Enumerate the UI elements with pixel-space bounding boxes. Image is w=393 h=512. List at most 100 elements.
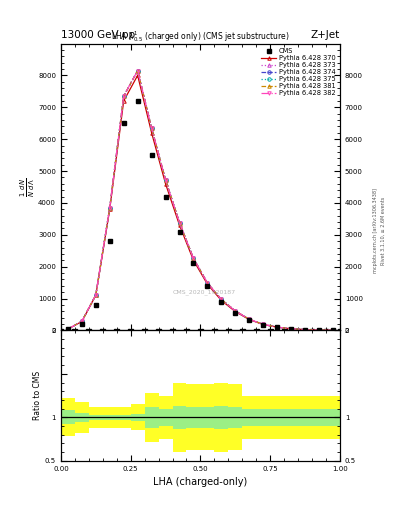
Pythia 6.428 374 (331, 327, 335, 333)
X-axis label: LHA (charged-only): LHA (charged-only) (153, 477, 248, 487)
Pythia 6.428 373 (135, 68, 140, 74)
Line: Pythia 6.428 382: Pythia 6.428 382 (66, 69, 335, 332)
Pythia 6.428 373 (289, 326, 294, 332)
Pythia 6.428 375 (205, 280, 210, 286)
Pythia 6.428 382 (149, 125, 154, 131)
Pythia 6.428 381 (331, 327, 335, 333)
Pythia 6.428 375 (94, 292, 98, 298)
Pythia 6.428 374 (219, 296, 224, 303)
Pythia 6.428 374 (163, 177, 168, 183)
Pythia 6.428 375 (135, 68, 140, 74)
Pythia 6.428 381 (66, 326, 70, 332)
Pythia 6.428 373 (149, 125, 154, 131)
Line: Pythia 6.428 381: Pythia 6.428 381 (66, 69, 335, 332)
Pythia 6.428 382 (121, 93, 126, 99)
Legend: CMS, Pythia 6.428 370, Pythia 6.428 373, Pythia 6.428 374, Pythia 6.428 375, Pyt: CMS, Pythia 6.428 370, Pythia 6.428 373,… (260, 47, 337, 97)
Pythia 6.428 382 (247, 316, 252, 323)
Pythia 6.428 375 (121, 93, 126, 99)
Pythia 6.428 370 (121, 98, 126, 104)
Text: Z+Jet: Z+Jet (311, 30, 340, 40)
Pythia 6.428 375 (66, 326, 70, 332)
Pythia 6.428 382 (79, 318, 84, 325)
Pythia 6.428 381 (163, 177, 168, 183)
Pythia 6.428 373 (163, 177, 168, 183)
Pythia 6.428 375 (219, 296, 224, 303)
Line: Pythia 6.428 370: Pythia 6.428 370 (66, 74, 335, 332)
Pythia 6.428 370 (163, 181, 168, 187)
Pythia 6.428 375 (275, 324, 279, 330)
Pythia 6.428 381 (303, 327, 307, 333)
Pythia 6.428 374 (94, 292, 98, 298)
Pythia 6.428 374 (66, 326, 70, 332)
Pythia 6.428 374 (317, 327, 321, 333)
Pythia 6.428 382 (107, 205, 112, 211)
Pythia 6.428 373 (303, 327, 307, 333)
Pythia 6.428 382 (219, 296, 224, 303)
Pythia 6.428 381 (94, 292, 98, 298)
Pythia 6.428 370 (289, 326, 294, 332)
Pythia 6.428 370 (331, 327, 335, 333)
Text: 13000 GeV pp: 13000 GeV pp (61, 30, 135, 40)
Pythia 6.428 382 (317, 327, 321, 333)
Pythia 6.428 375 (247, 316, 252, 323)
Y-axis label: Ratio to CMS: Ratio to CMS (33, 371, 42, 420)
Pythia 6.428 373 (177, 220, 182, 226)
Pythia 6.428 370 (94, 292, 98, 298)
Pythia 6.428 373 (317, 327, 321, 333)
Y-axis label: $\frac{1}{N}\,\frac{dN}{d\Lambda}$: $\frac{1}{N}\,\frac{dN}{d\Lambda}$ (18, 177, 37, 197)
Text: mcplots.cern.ch [arXiv:1306.3438]: mcplots.cern.ch [arXiv:1306.3438] (373, 188, 378, 273)
Pythia 6.428 381 (233, 308, 238, 314)
Pythia 6.428 373 (121, 93, 126, 99)
Pythia 6.428 375 (317, 327, 321, 333)
Pythia 6.428 382 (261, 321, 266, 327)
Pythia 6.428 375 (163, 177, 168, 183)
Pythia 6.428 382 (66, 326, 70, 332)
Pythia 6.428 370 (205, 281, 210, 287)
Pythia 6.428 382 (331, 327, 335, 333)
Pythia 6.428 381 (219, 296, 224, 303)
Pythia 6.428 381 (205, 280, 210, 286)
Pythia 6.428 381 (317, 327, 321, 333)
Pythia 6.428 375 (107, 205, 112, 211)
Pythia 6.428 373 (107, 205, 112, 211)
Text: CMS_2020_1920187: CMS_2020_1920187 (173, 289, 236, 295)
Pythia 6.428 370 (135, 72, 140, 78)
Pythia 6.428 374 (79, 318, 84, 325)
Pythia 6.428 373 (219, 296, 224, 303)
Pythia 6.428 381 (289, 326, 294, 332)
Pythia 6.428 374 (191, 255, 196, 262)
Pythia 6.428 382 (233, 308, 238, 314)
Pythia 6.428 375 (331, 327, 335, 333)
Pythia 6.428 370 (219, 297, 224, 304)
Pythia 6.428 382 (163, 177, 168, 183)
Pythia 6.428 382 (275, 324, 279, 330)
Pythia 6.428 370 (275, 324, 279, 330)
Text: Rivet 3.1.10, ≥ 2.6M events: Rivet 3.1.10, ≥ 2.6M events (381, 196, 386, 265)
Pythia 6.428 370 (303, 327, 307, 333)
Pythia 6.428 375 (149, 125, 154, 131)
Pythia 6.428 374 (275, 324, 279, 330)
Pythia 6.428 375 (177, 220, 182, 226)
Pythia 6.428 370 (191, 257, 196, 263)
Pythia 6.428 374 (135, 68, 140, 74)
Pythia 6.428 381 (107, 205, 112, 211)
Line: Pythia 6.428 373: Pythia 6.428 373 (66, 69, 335, 332)
Pythia 6.428 374 (107, 205, 112, 211)
Pythia 6.428 382 (303, 327, 307, 333)
Pythia 6.428 370 (317, 327, 321, 333)
Pythia 6.428 370 (261, 322, 266, 328)
Pythia 6.428 373 (205, 280, 210, 286)
Pythia 6.428 373 (261, 321, 266, 327)
Pythia 6.428 370 (247, 316, 252, 323)
Pythia 6.428 381 (275, 324, 279, 330)
Pythia 6.428 373 (233, 308, 238, 314)
Pythia 6.428 374 (177, 220, 182, 226)
Pythia 6.428 370 (177, 222, 182, 228)
Pythia 6.428 382 (289, 326, 294, 332)
Pythia 6.428 375 (79, 318, 84, 325)
Pythia 6.428 375 (191, 255, 196, 262)
Pythia 6.428 375 (303, 327, 307, 333)
Pythia 6.428 373 (275, 324, 279, 330)
Pythia 6.428 374 (233, 308, 238, 314)
Pythia 6.428 373 (94, 292, 98, 298)
